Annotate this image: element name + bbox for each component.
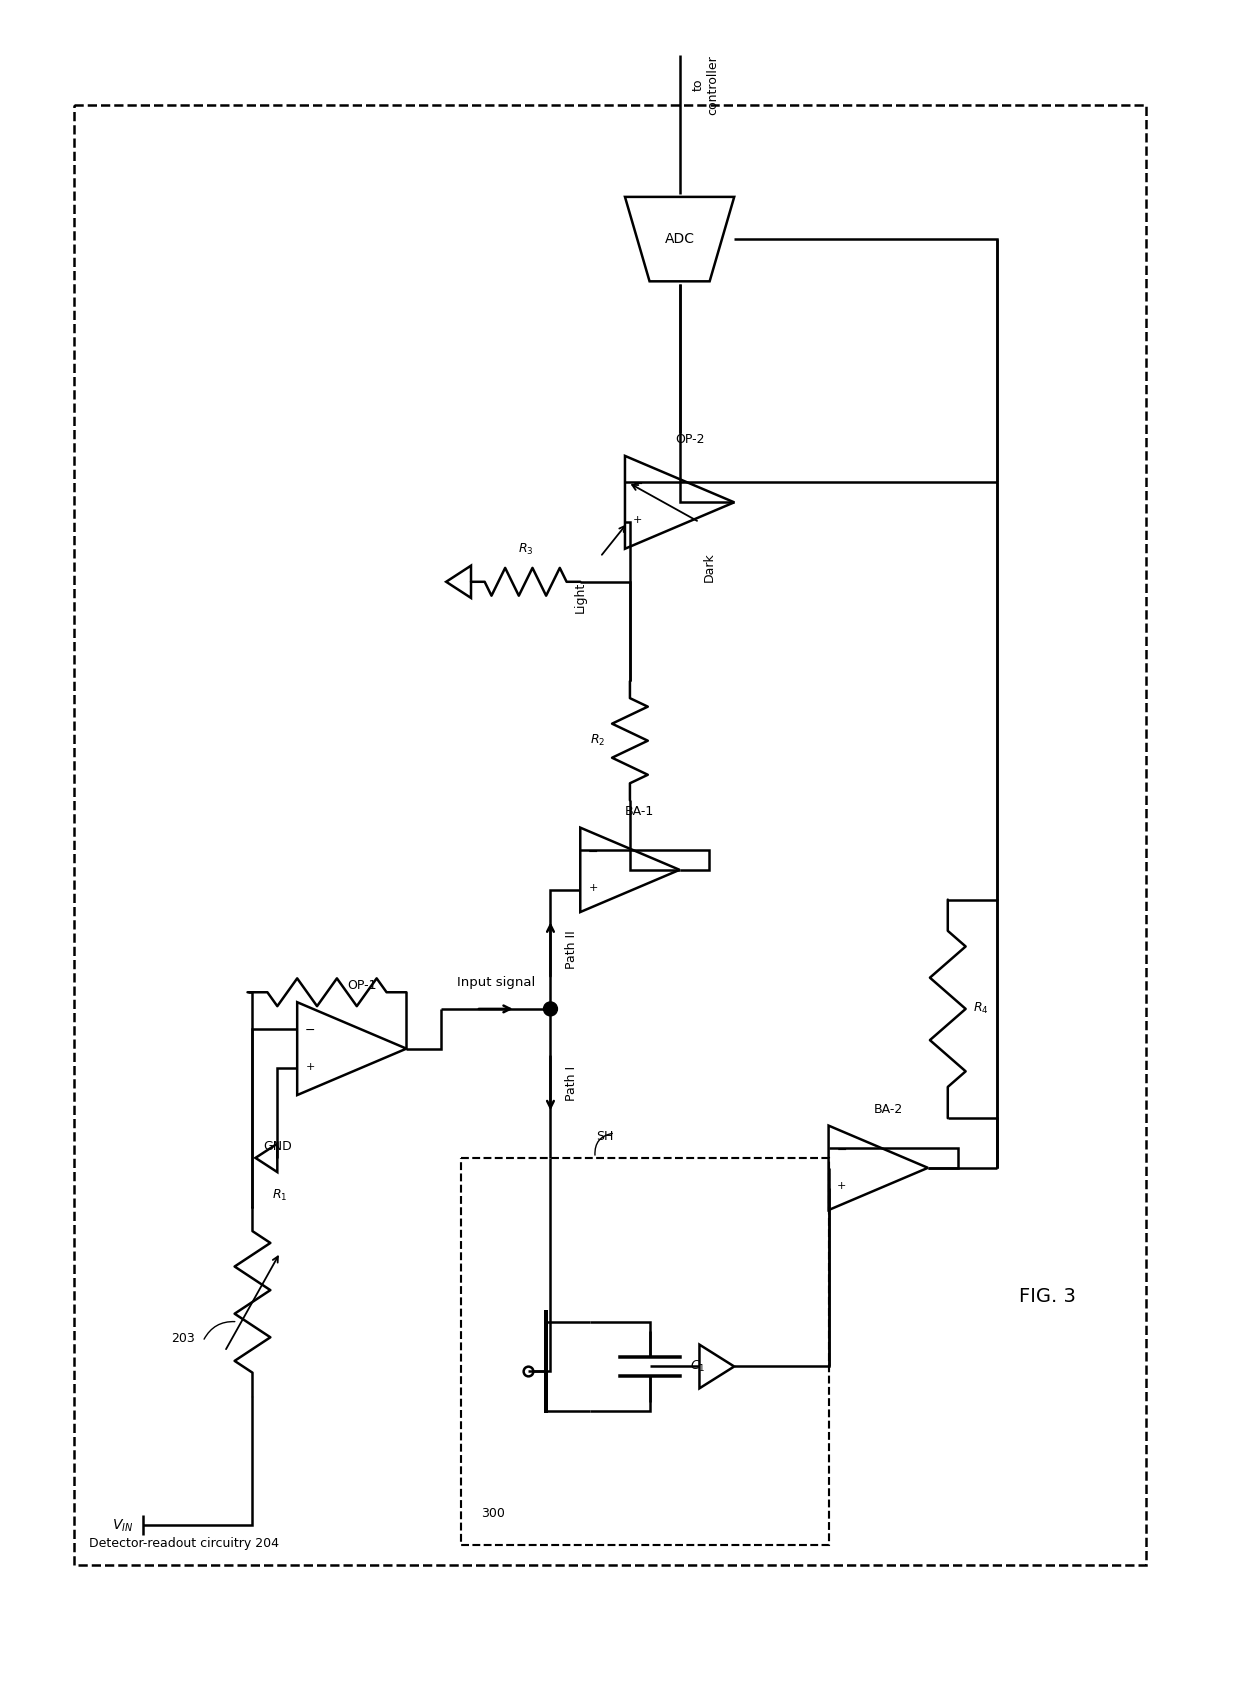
- Text: −: −: [588, 846, 599, 858]
- Text: −: −: [305, 1024, 315, 1037]
- Text: to
controller: to controller: [692, 56, 719, 115]
- Text: Input signal: Input signal: [456, 976, 534, 990]
- Text: $V_{IN}$: $V_{IN}$: [112, 1518, 133, 1533]
- Text: 203: 203: [171, 1332, 195, 1345]
- Text: GND: GND: [263, 1140, 291, 1152]
- Text: +: +: [837, 1181, 846, 1191]
- Text: Path I: Path I: [565, 1066, 578, 1101]
- Text: $C_1$: $C_1$: [689, 1359, 706, 1374]
- Text: Light: Light: [574, 582, 587, 613]
- Text: +: +: [634, 514, 642, 525]
- Circle shape: [543, 1002, 558, 1015]
- Text: ADC: ADC: [665, 232, 694, 245]
- Text: $R_2$: $R_2$: [590, 733, 605, 748]
- Text: FIG. 3: FIG. 3: [1019, 1288, 1075, 1306]
- Text: OP-1: OP-1: [347, 980, 377, 992]
- Text: +: +: [589, 883, 598, 893]
- Text: $R_1$: $R_1$: [273, 1188, 288, 1203]
- Text: Dark: Dark: [703, 552, 715, 582]
- Text: 300: 300: [481, 1508, 505, 1521]
- Text: +: +: [305, 1061, 315, 1071]
- Text: $R_4$: $R_4$: [972, 1002, 988, 1017]
- Text: BA-1: BA-1: [625, 805, 655, 819]
- Text: Path II: Path II: [565, 931, 578, 970]
- Text: −: −: [632, 477, 644, 491]
- Text: SH: SH: [596, 1130, 614, 1144]
- Text: OP-2: OP-2: [675, 433, 704, 445]
- Text: −: −: [836, 1144, 847, 1156]
- Text: Detector-readout circuitry 204: Detector-readout circuitry 204: [88, 1538, 279, 1550]
- Text: $R_3$: $R_3$: [518, 541, 533, 557]
- Text: BA-2: BA-2: [873, 1103, 903, 1117]
